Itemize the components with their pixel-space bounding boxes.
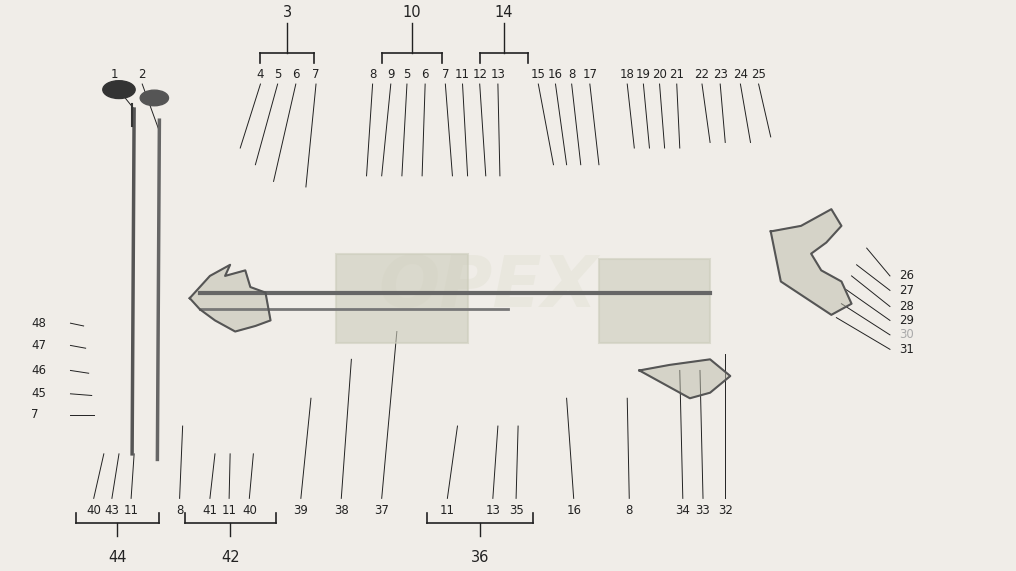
Polygon shape xyxy=(771,209,851,315)
Text: 47: 47 xyxy=(31,339,46,352)
Text: 12: 12 xyxy=(472,69,488,81)
Text: 1: 1 xyxy=(110,69,118,81)
Text: 28: 28 xyxy=(899,300,914,313)
Text: 24: 24 xyxy=(733,69,748,81)
Text: 6: 6 xyxy=(422,69,429,81)
Text: 48: 48 xyxy=(31,317,46,329)
Text: 40: 40 xyxy=(242,504,257,517)
Text: 5: 5 xyxy=(274,69,281,81)
Text: 36: 36 xyxy=(471,550,490,565)
Text: 46: 46 xyxy=(31,364,46,377)
Text: 8: 8 xyxy=(369,69,376,81)
Text: 44: 44 xyxy=(109,550,127,565)
Text: 20: 20 xyxy=(652,69,668,81)
Bar xyxy=(336,254,467,343)
Text: 15: 15 xyxy=(531,69,546,81)
Text: 17: 17 xyxy=(582,69,597,81)
Text: 31: 31 xyxy=(899,343,914,356)
Text: 25: 25 xyxy=(751,69,766,81)
Text: 9: 9 xyxy=(387,69,394,81)
Text: 40: 40 xyxy=(86,504,102,517)
Text: 45: 45 xyxy=(31,387,46,400)
Text: OPEX: OPEX xyxy=(378,252,597,321)
Text: 37: 37 xyxy=(374,504,389,517)
Text: 22: 22 xyxy=(695,69,709,81)
Text: 38: 38 xyxy=(334,504,348,517)
Text: 16: 16 xyxy=(566,504,581,517)
Text: 10: 10 xyxy=(402,5,422,20)
Text: 21: 21 xyxy=(670,69,684,81)
Text: 29: 29 xyxy=(899,314,914,327)
Text: 23: 23 xyxy=(713,69,727,81)
Text: 13: 13 xyxy=(486,504,500,517)
Bar xyxy=(599,259,710,343)
Circle shape xyxy=(103,81,135,99)
Text: 11: 11 xyxy=(221,504,237,517)
Circle shape xyxy=(140,90,169,106)
Text: 39: 39 xyxy=(294,504,308,517)
Text: 41: 41 xyxy=(202,504,217,517)
Text: 11: 11 xyxy=(124,504,138,517)
Text: 11: 11 xyxy=(455,69,470,81)
Text: 6: 6 xyxy=(292,69,300,81)
Text: 3: 3 xyxy=(282,5,292,20)
Text: 27: 27 xyxy=(899,284,914,297)
Text: 33: 33 xyxy=(696,504,710,517)
Text: 11: 11 xyxy=(440,504,455,517)
Text: 32: 32 xyxy=(718,504,733,517)
Text: 34: 34 xyxy=(676,504,690,517)
Text: 42: 42 xyxy=(220,550,240,565)
Text: 2: 2 xyxy=(138,69,146,81)
Text: 7: 7 xyxy=(31,408,39,421)
Text: 30: 30 xyxy=(899,328,913,341)
Text: 7: 7 xyxy=(312,69,320,81)
Text: 8: 8 xyxy=(568,69,575,81)
Text: 43: 43 xyxy=(105,504,119,517)
Text: 4: 4 xyxy=(257,69,264,81)
Text: 5: 5 xyxy=(403,69,410,81)
Text: 19: 19 xyxy=(636,69,651,81)
Text: 35: 35 xyxy=(509,504,523,517)
Text: 7: 7 xyxy=(442,69,449,81)
Polygon shape xyxy=(639,359,731,398)
Text: 8: 8 xyxy=(176,504,183,517)
Text: 16: 16 xyxy=(548,69,563,81)
Text: 18: 18 xyxy=(620,69,635,81)
Polygon shape xyxy=(190,265,270,332)
Text: 14: 14 xyxy=(495,5,513,20)
Text: 8: 8 xyxy=(626,504,633,517)
Text: 13: 13 xyxy=(491,69,505,81)
Text: 26: 26 xyxy=(899,270,914,283)
